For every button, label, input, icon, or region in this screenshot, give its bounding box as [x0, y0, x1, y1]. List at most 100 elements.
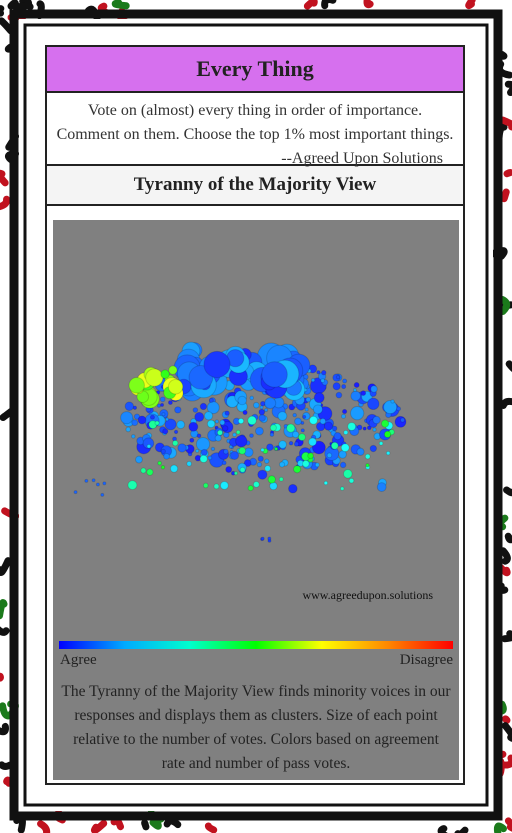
cluster-point: [341, 384, 347, 390]
cluster-point: [264, 465, 272, 472]
decoration: [501, 715, 511, 724]
cluster-point: [293, 441, 300, 447]
cluster-point: [161, 412, 166, 417]
cluster-point: [214, 434, 222, 442]
cluster-point: [335, 374, 341, 380]
cluster-point: [288, 440, 294, 446]
cluster-point: [302, 414, 307, 419]
cluster-point: [269, 424, 277, 432]
cluster-point: [206, 419, 216, 429]
cluster-point: [294, 417, 302, 426]
cluster-point: [239, 466, 246, 473]
cluster-point: [157, 460, 163, 466]
section-title: Tyranny of the Majority View: [47, 166, 463, 206]
cluster-point: [390, 399, 395, 404]
cluster-point: [229, 450, 240, 461]
cluster-point: [342, 378, 348, 384]
cluster-point: [145, 368, 164, 387]
cluster-point: [293, 465, 302, 474]
decoration: [111, 0, 130, 10]
cluster-point: [247, 484, 254, 492]
cluster-point: [202, 482, 209, 489]
cluster-point: [120, 411, 134, 425]
cluster-point: [376, 482, 387, 492]
cluster-point: [195, 448, 200, 453]
cluster-point: [259, 405, 264, 410]
cluster-point: [194, 411, 205, 422]
cluster-point: [210, 446, 216, 452]
cluster-point: [235, 429, 241, 435]
cluster-point: [172, 439, 179, 447]
cluster-point: [332, 382, 341, 391]
cluster-point: [333, 432, 342, 441]
cluster-point: [323, 480, 329, 486]
cluster-point: [133, 413, 141, 420]
cluster-point: [362, 426, 367, 431]
cluster-point: [173, 429, 179, 435]
cluster-point: [188, 421, 199, 432]
cluster-point: [300, 428, 305, 433]
cluster-point: [146, 443, 152, 449]
decoration: [503, 169, 512, 178]
cluster-point: [383, 400, 398, 415]
cluster-point: [254, 426, 264, 436]
cluster-point: [321, 369, 327, 376]
cluster-point: [124, 401, 135, 411]
decoration: [499, 547, 511, 565]
cluster-point: [278, 461, 286, 468]
cluster-point: [267, 536, 272, 541]
cluster-point: [186, 460, 193, 467]
cluster-point: [307, 452, 314, 460]
cluster-point: [237, 395, 247, 406]
cluster-point: [340, 443, 350, 453]
decoration: [501, 630, 512, 643]
cluster-point: [292, 412, 297, 418]
decoration: [0, 407, 15, 421]
cluster-point: [160, 448, 166, 454]
decoration: [0, 722, 10, 736]
cluster-point: [340, 413, 347, 419]
cluster-point: [319, 417, 327, 425]
cluster-point: [347, 421, 357, 432]
cluster-point: [348, 477, 355, 484]
cluster-point: [168, 365, 178, 375]
decoration: [141, 819, 150, 831]
cluster-point: [154, 420, 160, 426]
cluster-point: [311, 440, 326, 455]
cluster-point: [142, 437, 155, 450]
cluster-point: [266, 443, 274, 452]
cluster-point: [203, 411, 214, 421]
decoration: [303, 0, 318, 10]
decoration: [0, 169, 9, 187]
cluster-point: [224, 410, 230, 416]
cluster-point: [261, 361, 288, 388]
cluster-point: [323, 421, 334, 431]
cluster-point: [249, 395, 255, 401]
cluster-point: [342, 469, 353, 479]
cluster-point: [243, 459, 252, 467]
cluster-point: [356, 424, 363, 431]
decoration: [204, 822, 218, 833]
card-title: Every Thing: [47, 47, 463, 93]
cluster-panel: www.agreedupon.solutions Agree Disagree …: [53, 220, 459, 780]
cluster-point: [177, 443, 187, 453]
decoration: [503, 486, 512, 497]
cluster-point: [219, 481, 229, 490]
cluster-point: [258, 408, 266, 416]
cluster-point: [169, 464, 179, 473]
cluster-point: [131, 419, 139, 427]
cluster-point: [135, 455, 143, 464]
decoration: [37, 820, 51, 833]
cluster-point: [278, 476, 284, 482]
cluster-point: [274, 446, 279, 451]
watermark: www.agreedupon.solutions: [302, 588, 433, 602]
decoration: [149, 819, 162, 830]
cluster-point: [305, 396, 312, 403]
cluster-point: [399, 417, 406, 423]
cluster-point: [269, 432, 275, 437]
cluster-point: [350, 405, 365, 421]
cluster-point: [367, 397, 380, 411]
cluster-point: [353, 381, 360, 389]
cluster-point: [221, 425, 229, 432]
cluster-point: [369, 444, 377, 453]
